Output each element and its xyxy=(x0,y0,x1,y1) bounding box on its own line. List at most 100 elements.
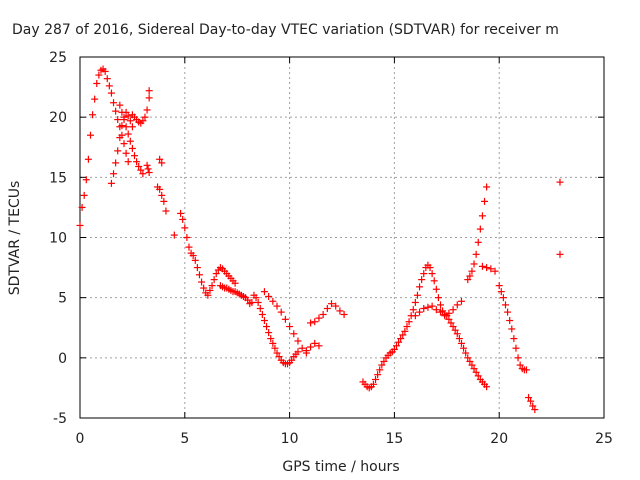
data-point xyxy=(244,296,252,304)
data-point xyxy=(116,134,124,142)
data-point xyxy=(395,338,403,346)
data-point xyxy=(179,215,187,223)
data-point xyxy=(499,294,507,302)
axis-ticks xyxy=(79,56,605,419)
data-point xyxy=(260,288,268,296)
data-point xyxy=(483,264,491,272)
data-point xyxy=(516,361,524,369)
data-point xyxy=(78,203,86,211)
data-point xyxy=(210,276,218,284)
data-point xyxy=(286,323,294,331)
data-point xyxy=(275,353,283,361)
data-point xyxy=(434,294,442,302)
data-point xyxy=(267,335,275,343)
data-point xyxy=(401,327,409,335)
data-point xyxy=(420,304,428,312)
data-point xyxy=(145,169,153,177)
data-point xyxy=(198,278,206,286)
gridlines xyxy=(80,57,604,418)
data-point xyxy=(112,159,120,167)
data-point xyxy=(143,106,151,114)
data-point xyxy=(122,149,130,157)
data-point xyxy=(143,161,151,169)
data-point xyxy=(460,344,468,352)
data-point xyxy=(206,286,214,294)
data-point xyxy=(307,319,315,327)
data-point xyxy=(118,122,126,130)
data-point xyxy=(462,349,470,357)
data-point xyxy=(200,284,208,292)
data-point xyxy=(418,276,426,284)
data-point xyxy=(101,67,109,75)
data-point xyxy=(195,271,203,279)
data-point xyxy=(372,375,380,383)
data-point xyxy=(472,250,480,258)
data-point xyxy=(160,197,168,205)
data-point xyxy=(156,155,164,163)
data-point xyxy=(265,292,273,300)
y-tick-label: 25 xyxy=(49,50,67,66)
data-point xyxy=(510,335,518,343)
data-point xyxy=(411,312,419,320)
data-point xyxy=(443,312,451,320)
data-point xyxy=(409,306,417,314)
x-tick-label: 25 xyxy=(595,431,613,447)
data-point xyxy=(269,297,277,305)
data-point xyxy=(311,339,319,347)
data-point xyxy=(512,344,520,352)
data-point xyxy=(288,356,296,364)
data-point xyxy=(124,112,132,120)
data-point xyxy=(470,260,478,268)
data-point xyxy=(181,224,189,232)
data-point xyxy=(114,147,122,155)
data-point xyxy=(273,349,281,357)
data-point xyxy=(162,207,170,215)
data-point xyxy=(204,291,212,299)
data-point xyxy=(277,308,285,316)
data-point xyxy=(158,159,166,167)
data-point xyxy=(411,298,419,306)
data-point xyxy=(145,87,153,95)
data-point xyxy=(432,306,440,314)
data-point xyxy=(110,99,118,107)
data-point xyxy=(472,368,480,376)
data-point xyxy=(294,348,302,356)
data-point xyxy=(124,130,132,138)
data-point xyxy=(497,288,505,296)
x-tick-label: 5 xyxy=(180,431,189,447)
data-point xyxy=(271,344,279,352)
data-point xyxy=(556,178,564,186)
data-point xyxy=(430,277,438,285)
data-point xyxy=(369,380,377,388)
data-points xyxy=(76,65,564,414)
data-point xyxy=(256,304,264,312)
data-point xyxy=(428,270,436,278)
data-point xyxy=(476,225,484,233)
data-point xyxy=(89,111,97,119)
data-point xyxy=(525,394,533,402)
data-point xyxy=(437,301,445,309)
data-point xyxy=(124,158,132,166)
y-tick-label: 10 xyxy=(49,231,67,247)
y-tick-label: 15 xyxy=(49,170,67,186)
data-point xyxy=(478,212,486,220)
data-point xyxy=(183,234,191,241)
data-point xyxy=(126,117,134,125)
data-point xyxy=(470,365,478,373)
data-point xyxy=(514,354,522,362)
data-point xyxy=(191,256,199,264)
data-point xyxy=(397,335,405,343)
data-point xyxy=(445,315,453,323)
y-tick-labels: -5 0 5 10 15 20 25 xyxy=(49,50,67,427)
data-point xyxy=(376,366,384,374)
data-point xyxy=(254,298,262,306)
data-point xyxy=(508,325,516,333)
data-point xyxy=(420,270,428,278)
y-tick-label: 20 xyxy=(49,110,67,126)
data-point xyxy=(474,238,482,246)
y-tick-label: 0 xyxy=(58,351,67,367)
data-point xyxy=(531,406,539,414)
data-point xyxy=(128,123,136,131)
y-tick-label: 5 xyxy=(58,291,67,307)
data-point xyxy=(390,345,398,353)
